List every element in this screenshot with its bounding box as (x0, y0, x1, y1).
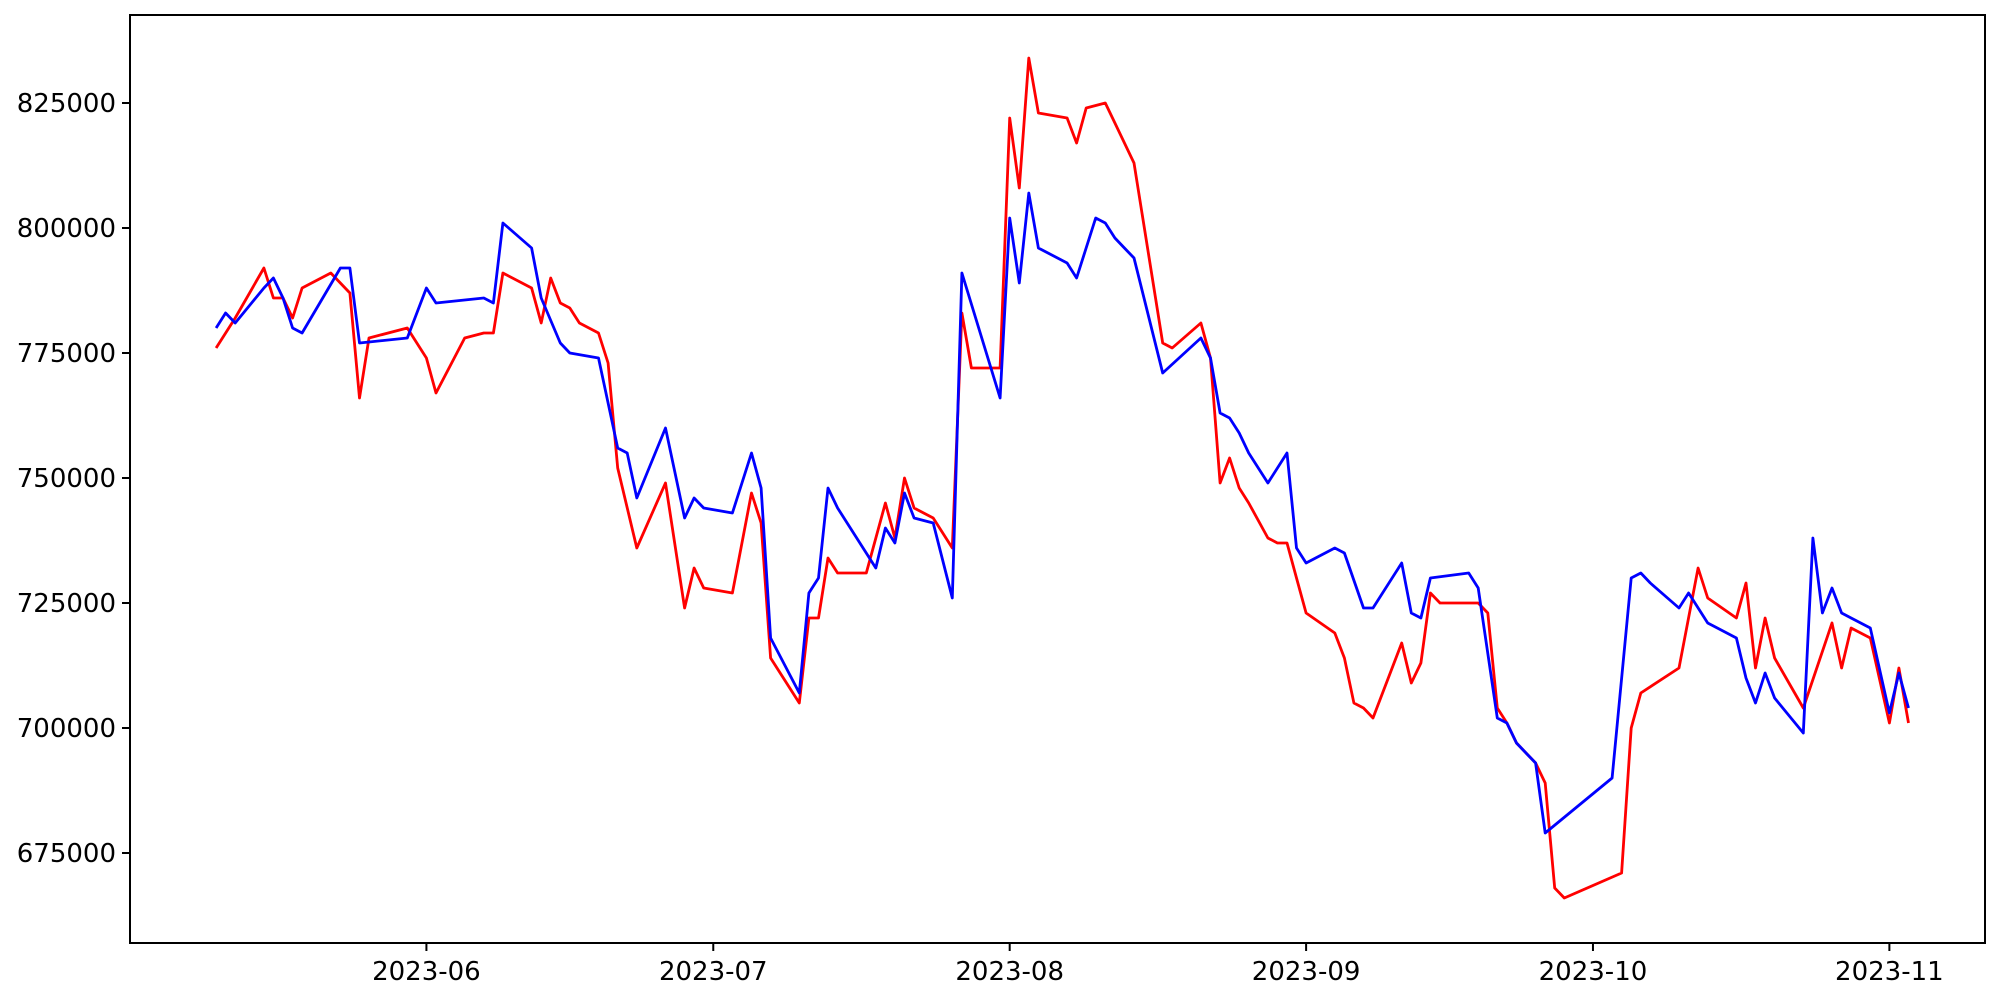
y-tick-label: 700000 (17, 714, 116, 744)
series-blue-line (214, 191, 1910, 835)
y-tick-label: 775000 (17, 339, 116, 369)
x-tick-label: 2023-10 (1539, 957, 1648, 987)
y-tick-label: 675000 (17, 839, 116, 869)
y-tick-label: 800000 (17, 214, 116, 244)
x-tick-label: 2023-08 (955, 957, 1064, 987)
x-tick-label: 2023-06 (372, 957, 481, 987)
series-red-line (214, 56, 1910, 900)
y-tick-label: 825000 (17, 89, 116, 119)
y-tick-label: 750000 (17, 464, 116, 494)
x-tick-label: 2023-07 (659, 957, 768, 987)
x-tick-label: 2023-11 (1835, 957, 1944, 987)
x-tick-label: 2023-09 (1252, 957, 1361, 987)
y-tick-label: 725000 (17, 589, 116, 619)
